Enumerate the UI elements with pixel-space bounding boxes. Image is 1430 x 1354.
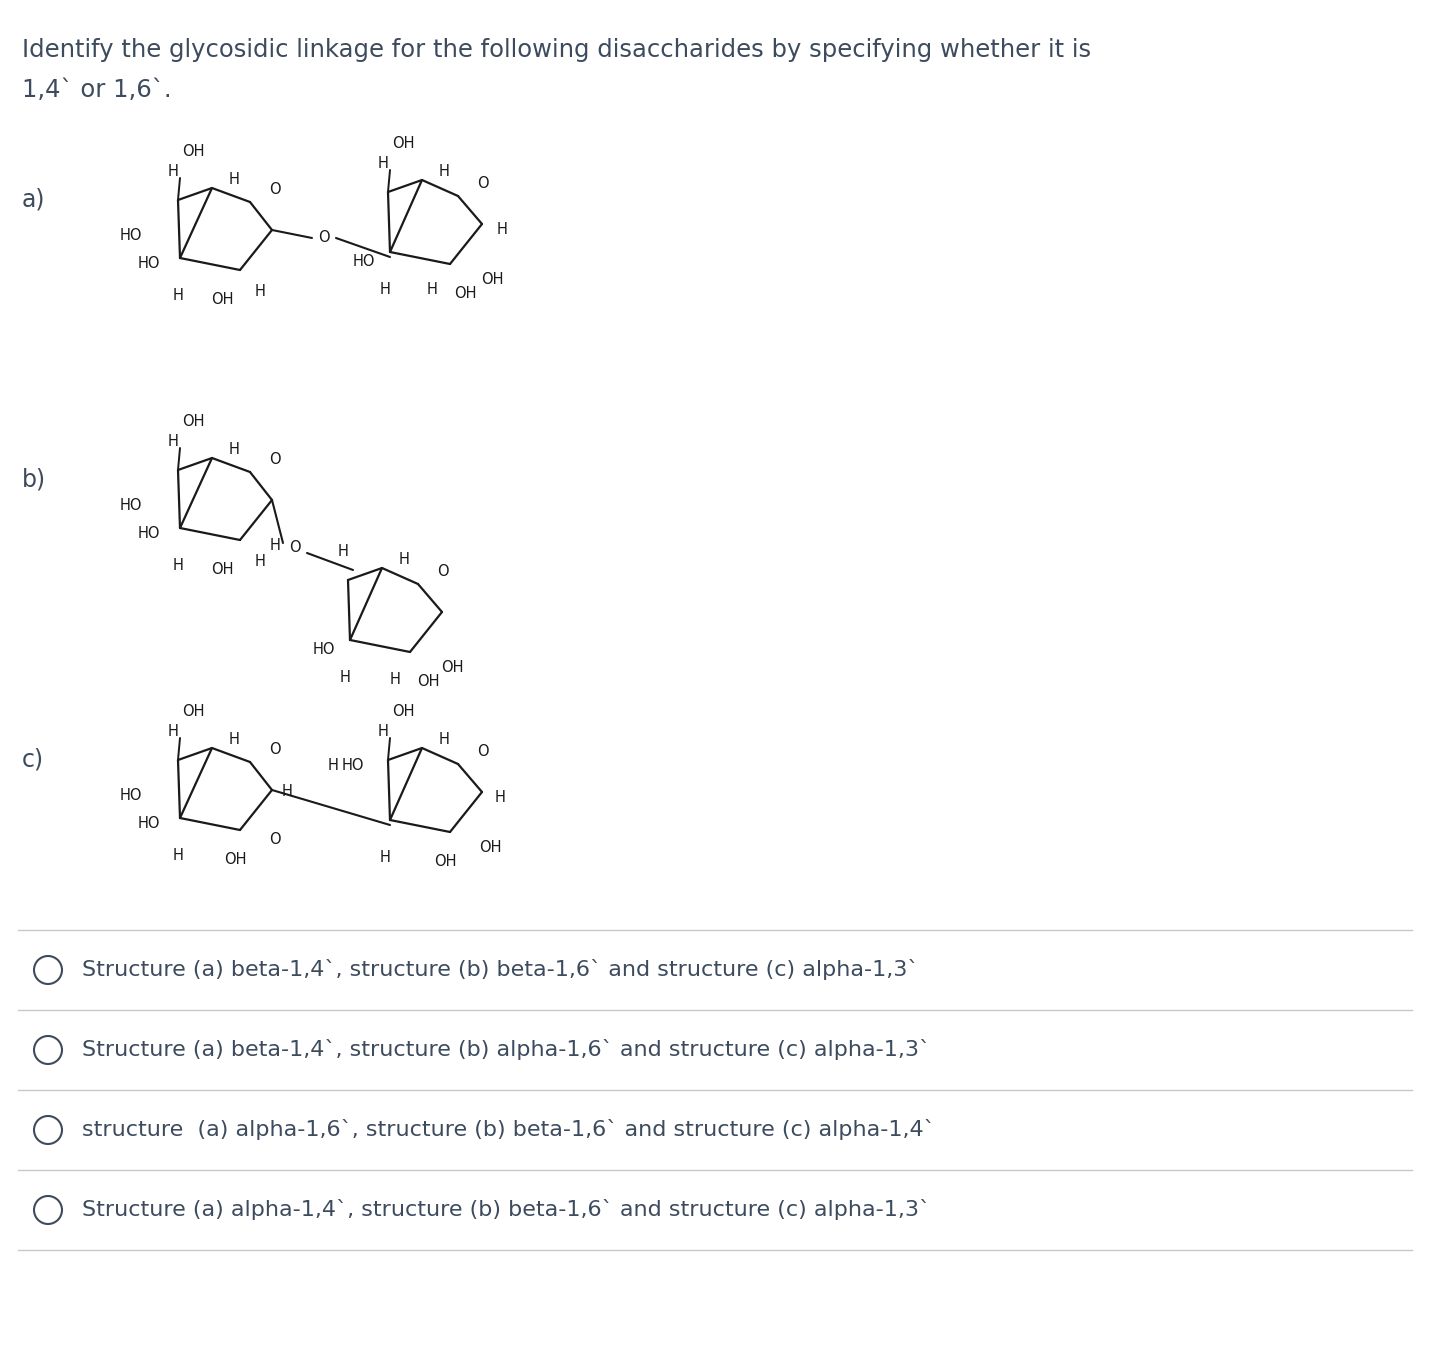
Text: OH: OH (453, 287, 476, 302)
Text: H: H (379, 850, 390, 865)
Text: H: H (378, 724, 389, 739)
Text: H: H (426, 282, 438, 297)
Text: H: H (229, 443, 239, 458)
Text: O: O (478, 176, 489, 191)
Text: OH: OH (182, 145, 204, 160)
Text: H: H (439, 164, 449, 180)
Text: H: H (167, 724, 179, 739)
Text: O: O (478, 745, 489, 760)
Text: OH: OH (392, 137, 415, 152)
Text: O: O (269, 833, 280, 848)
Text: H: H (379, 283, 390, 298)
Text: O: O (289, 540, 300, 555)
Text: H: H (229, 172, 239, 187)
Text: O: O (269, 452, 280, 467)
Text: HO: HO (342, 757, 365, 773)
Text: Structure (a) beta-1,4`, structure (b) beta-1,6` and structure (c) alpha-1,3`: Structure (a) beta-1,4`, structure (b) b… (82, 960, 918, 980)
Text: H: H (167, 435, 179, 450)
Text: HO: HO (353, 255, 375, 269)
Text: H: H (282, 784, 293, 799)
Text: OH: OH (223, 853, 246, 868)
Text: Structure (a) beta-1,4`, structure (b) alpha-1,6` and structure (c) alpha-1,3`: Structure (a) beta-1,4`, structure (b) a… (82, 1040, 930, 1060)
Text: H: H (495, 789, 505, 804)
Text: H: H (229, 733, 239, 747)
Text: H: H (337, 544, 349, 559)
Text: H: H (173, 558, 183, 574)
Text: O: O (319, 230, 330, 245)
Text: structure  (a) alpha-1,6`, structure (b) beta-1,6` and structure (c) alpha-1,4`: structure (a) alpha-1,6`, structure (b) … (82, 1120, 935, 1140)
Text: OH: OH (392, 704, 415, 719)
Text: H: H (339, 670, 350, 685)
Text: HO: HO (137, 815, 160, 830)
Text: HO: HO (137, 525, 160, 540)
Text: OH: OH (210, 292, 233, 307)
Text: H: H (270, 538, 280, 552)
Text: OH: OH (416, 674, 439, 689)
Text: H: H (173, 288, 183, 303)
Text: OH: OH (433, 854, 456, 869)
Text: Structure (a) alpha-1,4`, structure (b) beta-1,6` and structure (c) alpha-1,3`: Structure (a) alpha-1,4`, structure (b) … (82, 1200, 930, 1220)
Text: O: O (438, 565, 449, 580)
Text: H: H (173, 849, 183, 864)
Text: 1,4` or 1,6`.: 1,4` or 1,6`. (21, 79, 172, 102)
Text: H: H (327, 757, 339, 773)
Text: HO: HO (120, 229, 142, 244)
Text: OH: OH (182, 414, 204, 429)
Text: H: H (255, 555, 266, 570)
Text: OH: OH (479, 839, 502, 854)
Text: H: H (399, 552, 409, 567)
Text: HO: HO (137, 256, 160, 271)
Text: O: O (269, 742, 280, 757)
Text: HO: HO (313, 643, 335, 658)
Text: H: H (167, 164, 179, 180)
Text: H: H (496, 222, 508, 237)
Text: HO: HO (120, 498, 142, 513)
Text: c): c) (21, 747, 44, 772)
Text: a): a) (21, 188, 46, 213)
Text: OH: OH (480, 272, 503, 287)
Text: H: H (389, 673, 400, 688)
Text: HO: HO (120, 788, 142, 803)
Text: OH: OH (210, 562, 233, 578)
Text: H: H (378, 157, 389, 172)
Text: b): b) (21, 468, 46, 492)
Text: H: H (255, 284, 266, 299)
Text: OH: OH (440, 659, 463, 674)
Text: O: O (269, 183, 280, 198)
Text: Identify the glycosidic linkage for the following disaccharides by specifying wh: Identify the glycosidic linkage for the … (21, 38, 1091, 62)
Text: OH: OH (182, 704, 204, 719)
Text: H: H (439, 733, 449, 747)
